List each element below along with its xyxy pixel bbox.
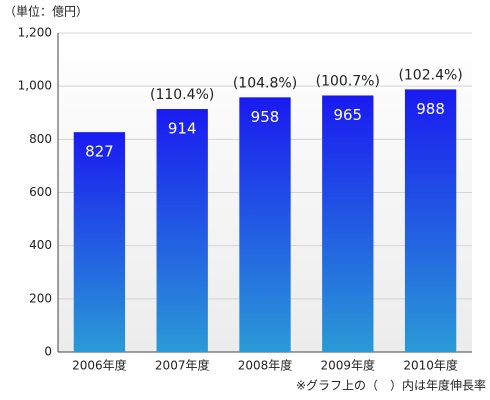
unit-label: （単位：億円）: [4, 4, 88, 19]
bar: [322, 95, 374, 353]
growth-label: (102.4%): [398, 67, 462, 83]
growth-label: (110.4%): [150, 87, 214, 103]
bar: [73, 132, 126, 352]
x-tick-label: 2006年度: [72, 358, 127, 373]
footnote: ※グラフ上の（ ）内は年度伸長率: [296, 378, 486, 393]
bar: [239, 97, 291, 352]
value-label: 958: [251, 108, 280, 126]
value-label: 965: [333, 106, 362, 124]
x-tick-label: 2007年度: [155, 358, 210, 373]
x-tick-label: 2009年度: [321, 358, 376, 373]
growth-label: (100.7%): [316, 73, 380, 89]
value-label: 827: [85, 143, 114, 161]
y-tick-label: 800: [29, 132, 52, 146]
y-tick-label: 200: [29, 291, 52, 305]
y-tick-label: 0: [44, 345, 52, 359]
value-label: 988: [416, 100, 445, 118]
growth-label: (104.8%): [233, 75, 297, 91]
x-tick-label: 2008年度: [238, 358, 293, 373]
bar: [156, 109, 208, 352]
x-tick-label: 2010年度: [403, 358, 458, 373]
value-label: 914: [168, 120, 197, 138]
y-tick-label: 1,000: [18, 79, 52, 93]
y-tick-label: 1,200: [18, 26, 52, 40]
y-tick-label: 600: [29, 185, 52, 199]
y-tick-label: 400: [29, 238, 52, 252]
bar: [404, 89, 457, 353]
